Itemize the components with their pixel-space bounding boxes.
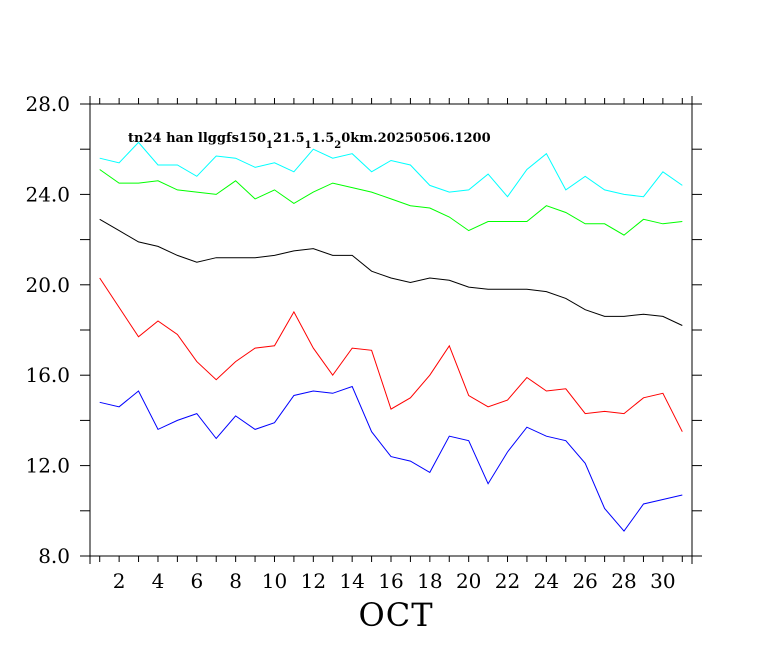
x-tick-label: 16 bbox=[378, 569, 403, 593]
x-tick-label: 2 bbox=[113, 569, 126, 593]
chart-title: tn24 han llggfs150121.511.520km.20250506… bbox=[128, 131, 491, 151]
x-tick-label: 6 bbox=[190, 569, 203, 593]
axes: 8.012.016.020.024.028.02 4 6 8 10 12 14 16 18 20 2… bbox=[25, 92, 702, 593]
y-tick-label: 24.0 bbox=[25, 182, 70, 206]
series-line-2 bbox=[99, 169, 683, 236]
x-tick-label: 18 bbox=[417, 569, 442, 593]
title-subscript: 1 bbox=[305, 140, 312, 151]
x-tick-label: 10 bbox=[262, 569, 287, 593]
title-segment: 1.5 bbox=[312, 131, 335, 146]
title-segment: 0km.20250506.1200 bbox=[341, 131, 490, 146]
x-tick-label: 24 bbox=[534, 569, 559, 593]
x-tick-label: 30 bbox=[650, 569, 675, 593]
title-subscript: 2 bbox=[334, 140, 341, 151]
title-segment: tn24 han llggfs150 bbox=[128, 131, 266, 146]
series-line-3 bbox=[99, 218, 683, 326]
y-tick-label: 16.0 bbox=[25, 363, 70, 387]
series-lines bbox=[99, 141, 683, 532]
y-tick-label: 8.0 bbox=[38, 544, 70, 568]
y-tick-label: 12.0 bbox=[25, 454, 70, 478]
title-subscript: 1 bbox=[266, 140, 273, 151]
x-tick-label: 8 bbox=[229, 569, 242, 593]
series-line-4 bbox=[99, 277, 683, 432]
x-tick-label: 14 bbox=[339, 569, 364, 593]
x-tick-label: 12 bbox=[301, 569, 326, 593]
y-tick-label: 28.0 bbox=[25, 92, 70, 116]
x-tick-label: 4 bbox=[152, 569, 165, 593]
title-segment: 21.5 bbox=[273, 131, 305, 146]
series-line-1 bbox=[99, 141, 683, 198]
x-axis-title: OCT bbox=[358, 596, 433, 634]
x-tick-label: 22 bbox=[495, 569, 520, 593]
x-tick-label: 26 bbox=[572, 569, 597, 593]
y-tick-label: 20.0 bbox=[25, 273, 70, 297]
x-tick-label: 28 bbox=[611, 569, 636, 593]
series-line-5 bbox=[99, 385, 683, 532]
x-tick-label: 20 bbox=[456, 569, 481, 593]
